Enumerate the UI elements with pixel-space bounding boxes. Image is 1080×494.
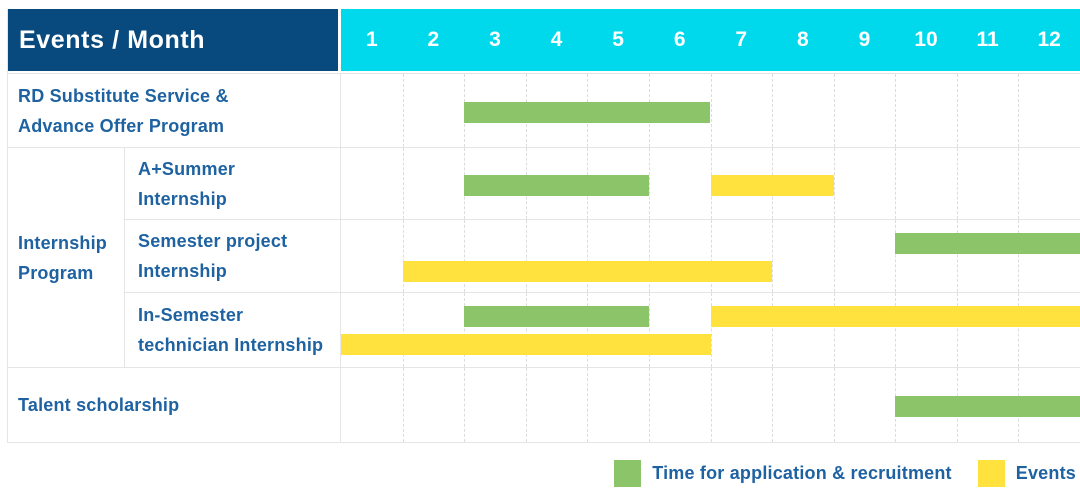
row-group-label-internship-program: Internship Program [8, 148, 125, 368]
month-gridline [648, 148, 650, 219]
row-label-text: Talent scholarship [18, 395, 180, 415]
month-header-cell: 11 [976, 28, 999, 51]
month-gridline [464, 293, 466, 367]
gantt-bar-green [464, 174, 649, 196]
month-gridline [1018, 220, 1020, 292]
gantt-bar-yellow [341, 334, 711, 355]
schedule-table: Events / Month 1 2 3 4 5 6 7 8 9 10 11 12 RD Substi… [7, 9, 1080, 443]
month-gridline [587, 368, 589, 442]
month-header-cell: 12 [1037, 28, 1061, 51]
month-gridline [1018, 148, 1020, 219]
month-gridline [833, 148, 835, 219]
legend-yellow-swatch-icon [977, 459, 1005, 487]
month-gridline [402, 368, 404, 442]
chart-row-rd-substitute-service [341, 73, 1080, 148]
month-gridline [956, 148, 958, 219]
gantt-bar-green [895, 396, 1080, 417]
chart-row-in-semester-technician-internship [341, 293, 1080, 368]
month-gridline [710, 220, 712, 292]
row-label-text: In-Semester technician Internship [138, 305, 324, 355]
month-gridline [464, 368, 466, 442]
month-header-cell: 1 [365, 28, 378, 51]
row-label-a-plus-summer-internship: A+Summer Internship [125, 148, 341, 220]
gantt-bar-green [464, 101, 711, 123]
month-gridline [525, 220, 527, 292]
month-gridline [833, 368, 835, 442]
month-gridline [956, 74, 958, 147]
chart-row-semester-project-internship [341, 220, 1080, 293]
month-gridline [956, 293, 958, 367]
month-header-cell: 5 [612, 28, 624, 51]
gantt-bar-yellow [402, 261, 773, 282]
month-gridline [525, 368, 527, 442]
row-label-text: RD Substitute Service & Advance Offer Pr… [18, 85, 229, 136]
chart-row-talent-scholarship [341, 368, 1080, 443]
legend-label: Time for application & recruitment [652, 462, 952, 483]
month-gridline [402, 220, 404, 292]
month-gridline [1018, 74, 1020, 147]
month-gridline [772, 220, 774, 292]
row-label-rd-substitute-service: RD Substitute Service & Advance Offer Pr… [8, 73, 341, 148]
row-label-semester-project-internship: Semester project Internship [125, 220, 341, 293]
month-gridline [587, 220, 589, 292]
month-gridline [402, 74, 404, 147]
month-gridline [895, 293, 897, 367]
month-header-cell: 7 [735, 28, 748, 51]
legend-item-events: Events [977, 459, 1076, 487]
month-gridline [648, 220, 650, 292]
month-gridline [464, 220, 466, 292]
month-gridline [402, 293, 404, 367]
legend-item-application-recruitment: Time for application & recruitment [614, 459, 952, 487]
chart-row-a-plus-summer-internship [341, 148, 1080, 220]
month-gridline [587, 293, 589, 367]
gantt-bar-yellow [710, 174, 834, 196]
month-header-cell: 6 [673, 28, 686, 51]
gantt-bar-green [464, 306, 649, 327]
month-gridline [956, 220, 958, 292]
month-gridline [772, 293, 774, 367]
month-header-cell: 9 [858, 28, 871, 51]
month-gridline [895, 148, 897, 219]
month-header-cell: 3 [489, 28, 501, 51]
row-label-text: A+Summer Internship [138, 158, 236, 209]
month-header-cell: 4 [550, 28, 563, 51]
month-gridline [1018, 293, 1020, 367]
gantt-bar-yellow [710, 306, 1080, 327]
row-group-label-text: Internship Program [18, 232, 108, 283]
row-label-in-semester-technician-internship: In-Semester technician Internship [125, 293, 341, 368]
month-gridline [833, 74, 835, 147]
month-header: 1 2 3 4 5 6 7 8 9 10 11 12 [341, 9, 1080, 73]
events-month-label: Events / Month [19, 25, 206, 54]
gantt-bar-green [895, 233, 1080, 254]
month-gridline [895, 220, 897, 292]
month-header-cell: 10 [914, 28, 938, 51]
month-header-cell: 8 [796, 28, 809, 51]
legend-label: Events [1015, 462, 1076, 483]
month-gridline [710, 74, 712, 147]
legend-green-swatch-icon [614, 459, 642, 487]
events-month-header-cell: Events / Month [8, 9, 341, 73]
month-gridline [710, 293, 712, 367]
month-gridline [772, 74, 774, 147]
month-gridline [648, 293, 650, 367]
month-gridline [648, 368, 650, 442]
month-gridline [895, 74, 897, 147]
month-gridline [833, 220, 835, 292]
row-label-talent-scholarship: Talent scholarship [8, 368, 341, 443]
month-gridline [525, 293, 527, 367]
month-gridline [833, 293, 835, 367]
month-header-cell: 2 [427, 28, 440, 51]
month-gridline [710, 368, 712, 442]
legend: Time for application & recruitment Event… [614, 456, 1076, 490]
row-label-text: Semester project Internship [138, 231, 288, 281]
month-gridline [402, 148, 404, 219]
month-gridline [772, 368, 774, 442]
